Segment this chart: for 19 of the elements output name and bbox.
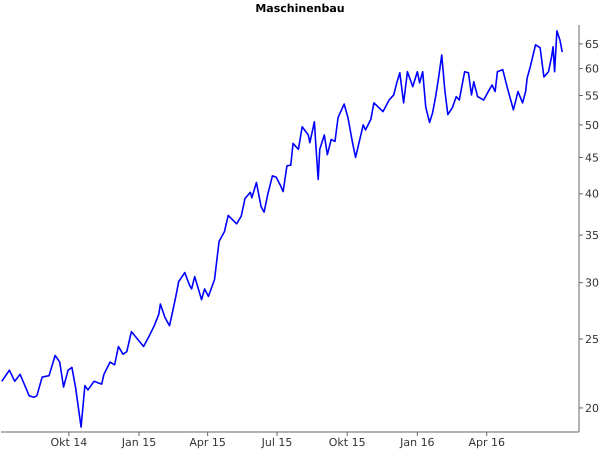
x-tick-label: Apr 16 (468, 436, 505, 449)
y-tick-label: 40 (585, 188, 599, 201)
y-tick-label: 60 (585, 62, 599, 76)
y-tick-label: 25 (585, 332, 599, 346)
x-tick-label: Jan 16 (399, 436, 435, 449)
chart-title: Maschinenbau (254, 2, 346, 15)
line-series (1, 30, 564, 428)
y-tick-label: 30 (585, 276, 599, 290)
y-tick-label: 50 (585, 118, 599, 132)
y-tick-label: 55 (585, 89, 599, 102)
y-tick-label: 45 (585, 151, 599, 164)
x-tick-label: Jan 15 (120, 436, 156, 449)
y-tick-label: 35 (585, 228, 599, 242)
x-tick-label: Okt 14 (50, 436, 88, 449)
y-tick-label: 65 (585, 38, 599, 51)
x-tick-label: Apr 15 (189, 436, 226, 449)
x-tick-label: Jul 15 (260, 436, 292, 449)
y-tick-label: 20 (585, 402, 599, 415)
x-tick-label: Okt 15 (328, 436, 366, 449)
